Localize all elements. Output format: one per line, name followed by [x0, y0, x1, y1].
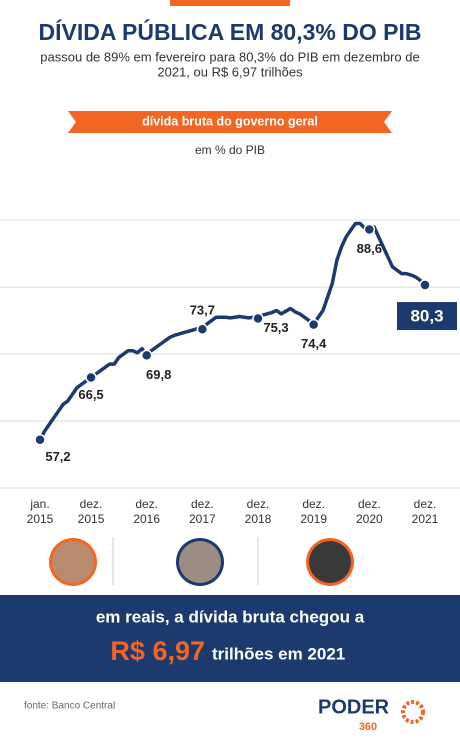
value-label: 57,2: [45, 449, 70, 464]
point: [419, 279, 431, 291]
subtitle: passou de 89% em fevereiro para 80,3% do…: [40, 49, 419, 64]
logo: PODER: [318, 696, 390, 718]
point: [307, 318, 320, 331]
value-label: 80,3: [410, 307, 443, 326]
point: [363, 223, 376, 236]
x-tick-label: 2018: [245, 512, 272, 526]
x-tick-label: dez.: [358, 497, 381, 511]
x-tick-label: dez.: [135, 497, 158, 511]
banner: [68, 111, 392, 133]
point: [140, 349, 153, 362]
point: [196, 323, 209, 336]
x-tick-label: dez.: [302, 497, 325, 511]
footer-text: trilhões em 2021: [212, 644, 345, 663]
x-tick-label: dez.: [191, 497, 214, 511]
x-tick-label: dez.: [247, 497, 270, 511]
x-tick-label: 2015: [27, 512, 54, 526]
footer-text: em reais, a dívida bruta chegou a: [96, 607, 365, 626]
x-tick-label: 2021: [412, 512, 439, 526]
source: fonte: Banco Central: [24, 701, 115, 712]
x-tick-label: 2020: [356, 512, 383, 526]
logo: 360: [359, 721, 377, 733]
value-label: 74,4: [301, 336, 327, 351]
x-tick-label: 2017: [189, 512, 216, 526]
plot: jan.2015dez.2015dez.2016dez.2017dez.2018…: [0, 219, 460, 526]
x-tick-label: jan.: [29, 497, 49, 511]
value-label: 88,6: [357, 241, 382, 256]
subtitle: 2021, ou R$ 6,97 trilhões: [157, 64, 303, 79]
point: [34, 434, 46, 446]
value-label: 73,7: [190, 303, 215, 318]
top-accent: [170, 0, 290, 6]
x-tick-label: 2015: [78, 512, 105, 526]
footer-band: [0, 595, 460, 682]
point: [85, 371, 97, 384]
value-label: 69,8: [146, 367, 171, 382]
line: [38, 221, 427, 441]
banner-text: dívida bruta do governo geral: [142, 114, 318, 128]
x-tick-label: 2019: [300, 512, 327, 526]
president-photo: [52, 541, 94, 583]
chart-title: DÍVIDA PÚBLICA EM 80,3% DO PIB: [39, 18, 422, 45]
x-tick-label: 2016: [133, 512, 160, 526]
unit-label: em % do PIB: [195, 143, 265, 157]
president-photo: [309, 541, 351, 583]
value-box: [397, 302, 457, 331]
x-tick-label: dez.: [414, 497, 437, 511]
value-label: 66,5: [78, 387, 103, 402]
value-label: 75,3: [263, 320, 288, 335]
footer-amount: R$ 6,97: [110, 636, 205, 666]
point: [252, 312, 264, 325]
x-tick-label: dez.: [80, 497, 103, 511]
president-photo: [179, 541, 221, 583]
logo-mark: [401, 700, 425, 724]
